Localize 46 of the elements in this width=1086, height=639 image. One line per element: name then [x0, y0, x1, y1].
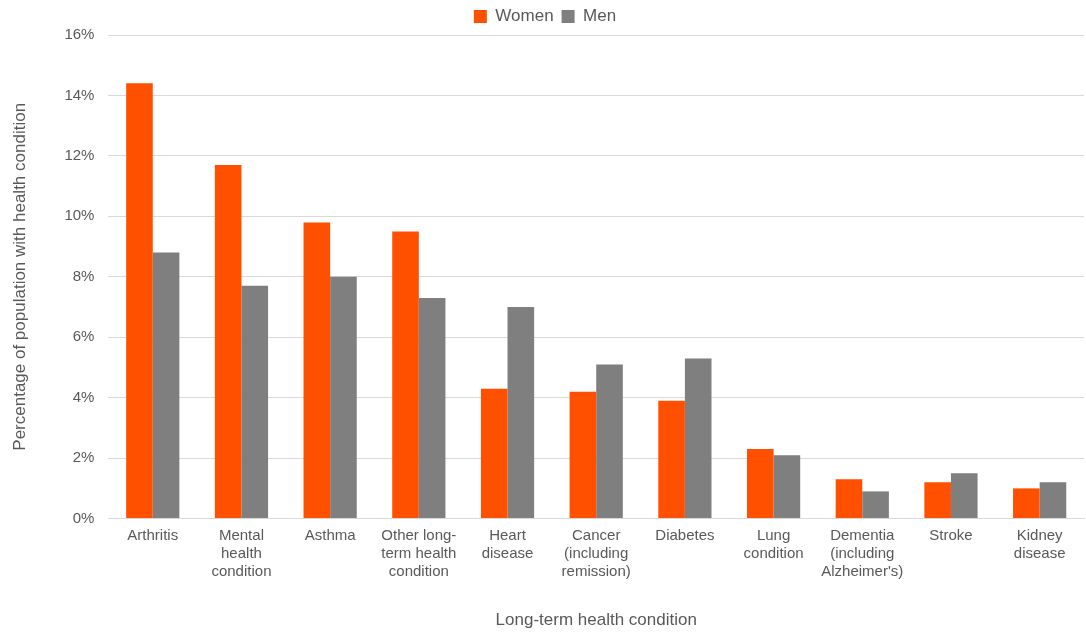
bar — [773, 455, 801, 519]
bar — [241, 285, 269, 519]
x-tick-label: Stroke — [929, 525, 973, 543]
bar — [1039, 482, 1067, 519]
x-tick-label: Dementia (including Alzheimer's) — [821, 525, 904, 579]
bar — [684, 358, 712, 519]
bar — [480, 388, 508, 519]
bar — [746, 449, 774, 519]
legend-label: Men — [583, 6, 617, 26]
bar — [950, 473, 978, 519]
bar — [152, 252, 180, 519]
bar — [392, 231, 419, 519]
x-tick-label: Other long-term health condition — [381, 525, 457, 579]
y-tick-label: 8% — [72, 266, 95, 284]
x-tick-label: Lung condition — [743, 525, 804, 561]
x-tick-label: Arthritis — [127, 525, 179, 543]
legend-label: Women — [495, 6, 554, 26]
x-tick-label: Diabetes — [655, 525, 715, 543]
bar — [214, 164, 242, 519]
bar — [1013, 488, 1040, 519]
y-tick-label: 2% — [72, 448, 95, 466]
x-axis-title: Long-term health condition — [495, 610, 697, 630]
bar — [569, 391, 597, 519]
bar — [862, 491, 889, 519]
x-tick-label: Kidney disease — [1013, 525, 1066, 561]
bar — [418, 297, 446, 519]
y-tick-label: 12% — [64, 146, 95, 164]
x-tick-label: Asthma — [304, 525, 357, 543]
bar — [924, 482, 951, 519]
y-tick-label: 6% — [72, 327, 95, 345]
bar — [596, 364, 623, 519]
bar — [835, 479, 863, 519]
y-tick-label: 16% — [64, 25, 95, 43]
y-tick-label: 10% — [64, 206, 95, 224]
x-tick-label: Cancer (including remission) — [561, 525, 631, 579]
x-tick-label: Heart disease — [481, 525, 534, 561]
y-axis-title: Percentage of population with health condition — [9, 102, 29, 451]
bar — [330, 276, 357, 519]
y-tick-label: 14% — [64, 85, 95, 103]
bar — [126, 83, 153, 519]
bar — [507, 307, 535, 519]
y-tick-label: 0% — [72, 508, 95, 526]
bar — [658, 400, 685, 519]
bar — [303, 222, 331, 519]
y-tick-label: 4% — [72, 387, 95, 405]
x-tick-label: Mental health condition — [211, 525, 272, 579]
